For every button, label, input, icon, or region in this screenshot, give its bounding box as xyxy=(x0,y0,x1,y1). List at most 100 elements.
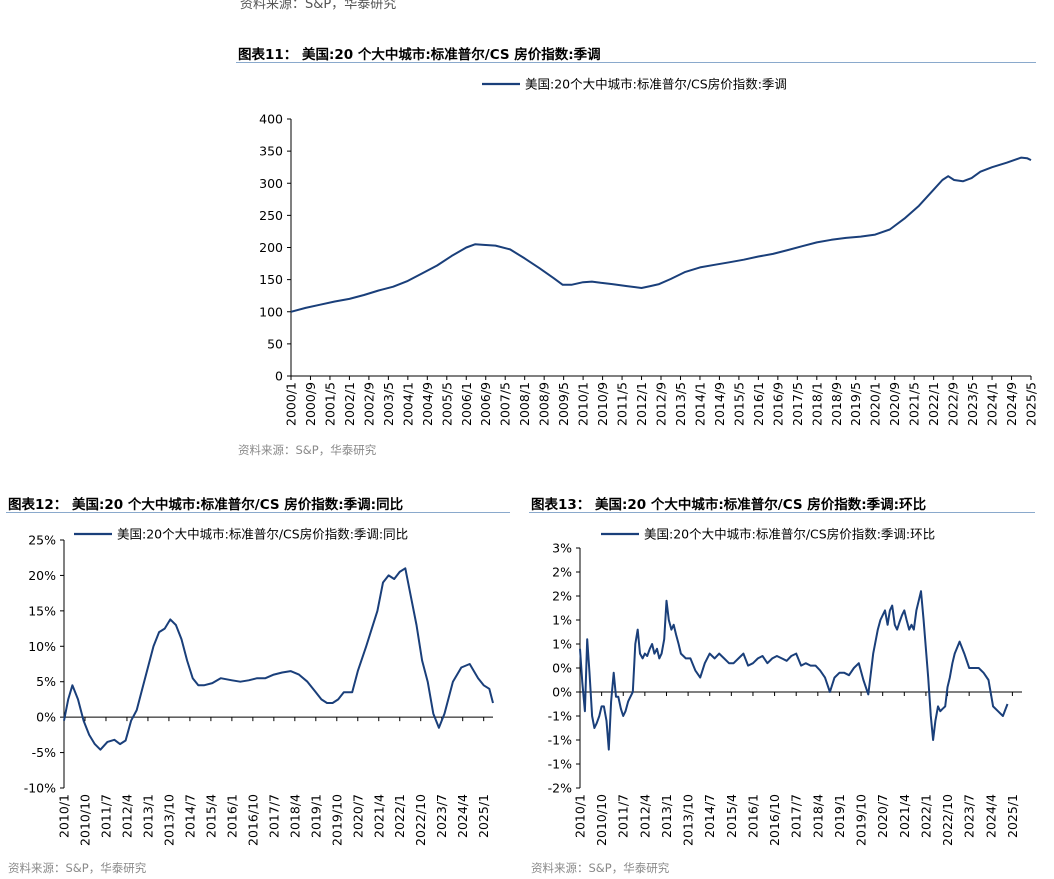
chart11-xtick-label: 2017/5 xyxy=(790,382,805,426)
chart13-xtick-label: 2015/4 xyxy=(724,794,739,838)
chart11-ytick-label: 250 xyxy=(259,208,283,223)
chart13-xtick-label: 2010/10 xyxy=(594,794,609,846)
chart12-ytick-label: -5% xyxy=(32,745,56,760)
chart11-xtick-label: 2018/1 xyxy=(809,382,824,426)
chart12-series-line xyxy=(63,567,494,751)
chart13-xtick-label: 2022/1 xyxy=(918,794,933,838)
chart12-xtick-label: 2021/4 xyxy=(371,794,386,838)
chart13-title: 图表13： 美国:20 个大中城市:标准普尔/CS 房价指数:季调:环比 xyxy=(531,497,927,513)
chart13-ytick-label: 2% xyxy=(552,589,572,604)
chart13-xtick-label: 2019/1 xyxy=(832,794,847,838)
chart11-xtick-label: 2011/5 xyxy=(615,382,630,426)
chart12-xtick-label: 2011/7 xyxy=(98,794,113,838)
chart12-xtick-label: 2017/7 xyxy=(266,794,281,838)
chart12-source: 资料来源：S&P，华泰研究 xyxy=(8,861,147,875)
chart11-ytick-label: 50 xyxy=(267,336,283,351)
chart12-xtick-label: 2025/1 xyxy=(476,794,491,838)
chart11-xtick-label: 2001/5 xyxy=(322,382,337,426)
chart11-xtick-label: 2002/1 xyxy=(342,382,357,426)
chart11-xtick-label: 2022/9 xyxy=(946,382,961,426)
chart12-xtick-label: 2010/1 xyxy=(57,794,72,838)
chart11-ytick-label: 300 xyxy=(259,176,283,191)
chart11-xtick-label: 2025/5 xyxy=(1024,382,1039,426)
chart12-xtick-label: 2015/4 xyxy=(203,794,218,838)
chart11-xtick-label: 2000/9 xyxy=(303,382,318,426)
chart12-xtick-label: 2023/7 xyxy=(434,794,449,838)
chart13-xtick-label: 2020/7 xyxy=(875,794,890,838)
chart11-xtick-label: 2004/9 xyxy=(420,382,435,426)
chart11-xtick-label: 2012/1 xyxy=(634,382,649,426)
chart13-legend-label: 美国:20个大中城市:标准普尔/CS房价指数:季调:环比 xyxy=(644,527,935,542)
chart12-xtick-label: 2024/4 xyxy=(455,794,470,838)
chart13-ytick-label: -1% xyxy=(548,733,572,748)
chart11-xtick-label: 2020/1 xyxy=(868,382,883,426)
chart13-xtick-label: 2024/4 xyxy=(983,794,998,838)
chart11-xtick-label: 2007/5 xyxy=(498,382,513,426)
chart11-xtick-label: 2024/9 xyxy=(1004,382,1019,426)
chart13-xtick-label: 2016/10 xyxy=(767,794,782,846)
chart11-xtick-label: 2019/5 xyxy=(848,382,863,426)
chart11-ytick-label: 100 xyxy=(259,304,283,319)
chart12-xtick-label: 2012/4 xyxy=(119,794,134,838)
chart12-xtick-label: 2016/10 xyxy=(245,794,260,846)
chart13-xtick-label: 2013/10 xyxy=(681,794,696,846)
chart13-xtick-label: 2025/1 xyxy=(1005,794,1020,838)
chart13-ytick-label: -1% xyxy=(548,709,572,724)
chart13-ytick-label: 1% xyxy=(552,637,572,652)
chart11-xtick-label: 2008/1 xyxy=(517,382,532,426)
chart12-xtick-label: 2020/7 xyxy=(350,794,365,838)
chart11-xtick-label: 2022/1 xyxy=(926,382,941,426)
chart13-xtick-label: 2023/7 xyxy=(962,794,977,838)
chart11-source: 资料来源：S&P，华泰研究 xyxy=(238,443,377,457)
chart13-xtick-label: 2022/10 xyxy=(940,794,955,846)
chart11-xtick-label: 2012/9 xyxy=(654,382,669,426)
chart11-xtick-label: 2009/5 xyxy=(556,382,571,426)
chart12-xtick-label: 2022/1 xyxy=(392,794,407,838)
chart12-legend-label: 美国:20个大中城市:标准普尔/CS房价指数:季调:同比 xyxy=(117,527,408,542)
chart13-ytick-label: 3% xyxy=(552,541,572,556)
chart11-series-line xyxy=(290,156,1032,313)
chart11-xtick-label: 2018/9 xyxy=(829,382,844,426)
chart11-xtick-label: 2005/5 xyxy=(439,382,454,426)
chart12-ytick-label: 5% xyxy=(36,674,56,689)
chart11-xtick-label: 2000/1 xyxy=(284,382,299,426)
chart11-ytick-label: 350 xyxy=(259,144,283,159)
chart11-xtick-label: 2024/1 xyxy=(985,382,1000,426)
chart11-xtick-label: 2008/9 xyxy=(537,382,552,426)
chart11-xtick-label: 2016/1 xyxy=(751,382,766,426)
chart12-ytick-label: 0% xyxy=(36,710,56,725)
chart12-xtick-label: 2010/10 xyxy=(77,794,92,846)
chart13-xtick-label: 2016/1 xyxy=(745,794,760,838)
page-top-text: 资料来源：S&P，华泰研究 xyxy=(240,0,397,12)
chart12-ytick-label: 25% xyxy=(28,533,56,548)
chart13-xtick-label: 2012/4 xyxy=(637,794,652,838)
chart13-xtick-label: 2021/4 xyxy=(897,794,912,838)
chart12-xtick-label: 2018/4 xyxy=(287,794,302,838)
chart11-xtick-label: 2010/9 xyxy=(595,382,610,426)
chart13-xtick-label: 2013/1 xyxy=(659,794,674,838)
chart13-xtick-label: 2017/7 xyxy=(789,794,804,838)
chart13-xtick-label: 2018/4 xyxy=(810,794,825,838)
chart13-ytick-label: -2% xyxy=(548,781,572,796)
chart12-xtick-label: 2019/1 xyxy=(308,794,323,838)
chart11-xtick-label: 2003/5 xyxy=(381,382,396,426)
chart11-xtick-label: 2006/9 xyxy=(478,382,493,426)
chart11-ytick-label: 200 xyxy=(259,240,283,255)
chart12-title: 图表12： 美国:20 个大中城市:标准普尔/CS 房价指数:季调:同比 xyxy=(8,497,404,513)
chart11-xtick-label: 2004/1 xyxy=(400,382,415,426)
chart13-ytick-label: -1% xyxy=(548,757,572,772)
chart11-ytick-label: 0 xyxy=(275,369,283,384)
chart11-legend-label: 美国:20个大中城市:标准普尔/CS房价指数:季调 xyxy=(525,77,787,92)
chart11-xtick-label: 2014/9 xyxy=(712,382,727,426)
chart13-xtick-label: 2011/7 xyxy=(616,794,631,838)
chart13-ytick-label: 0% xyxy=(552,661,572,676)
chart12-ytick-label: 10% xyxy=(28,639,56,654)
chart11-xtick-label: 2020/9 xyxy=(887,382,902,426)
chart13-xtick-label: 2019/10 xyxy=(854,794,869,846)
chart12-ytick-label: 20% xyxy=(28,568,56,583)
chart11-xtick-label: 2016/9 xyxy=(770,382,785,426)
chart11-title: 图表11： 美国:20 个大中城市:标准普尔/CS 房价指数:季调 xyxy=(238,47,601,63)
